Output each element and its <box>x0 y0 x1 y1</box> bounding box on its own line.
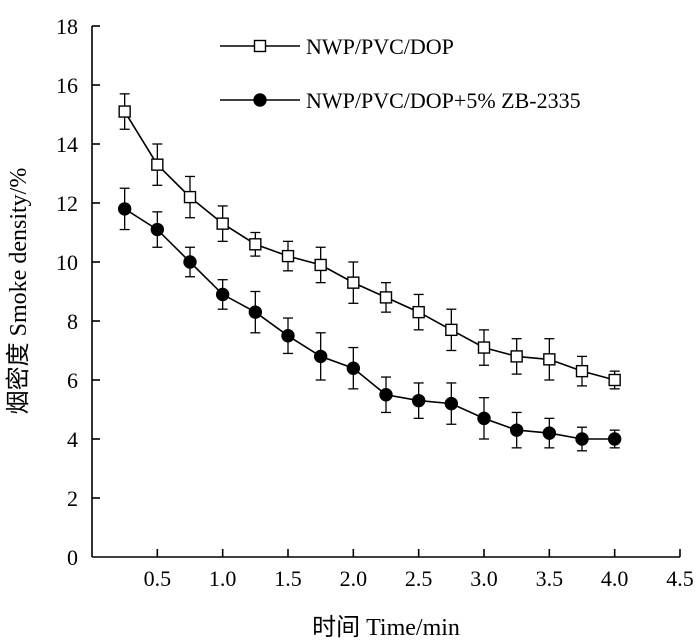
y-tick-label-10: 10 <box>56 250 78 275</box>
x-tick-label-2: 2.0 <box>340 566 368 591</box>
point-s2-10 <box>444 396 459 411</box>
point-s1-2 <box>183 190 197 204</box>
point-s1-9 <box>412 305 425 319</box>
point-s2-0 <box>117 202 132 216</box>
point-s1-4 <box>249 238 262 251</box>
legend: NWP/PVC/DOP NWP/PVC/DOP+5% ZB-2335 <box>220 34 581 113</box>
x-tick-label-3: 3.0 <box>470 566 498 591</box>
y-tick-label-4: 4 <box>67 427 78 452</box>
point-s2-15 <box>607 432 622 446</box>
series-2 <box>117 187 622 452</box>
x-tick-label-4: 4.0 <box>601 566 629 591</box>
legend-marker-series-1 <box>253 39 267 53</box>
point-s1-7 <box>347 276 360 289</box>
y-tick-label-2: 2 <box>67 486 78 511</box>
point-s2-5 <box>281 329 295 343</box>
point-s1-1 <box>151 158 164 171</box>
point-s1-6 <box>314 258 327 272</box>
point-s1-8 <box>379 291 393 304</box>
x-tick-label-0.5: 0.5 <box>144 566 172 591</box>
point-s2-1 <box>150 222 165 237</box>
point-s1-12 <box>510 350 523 363</box>
point-s2-13 <box>542 426 557 440</box>
point-s2-3 <box>215 287 230 302</box>
y-tick-label-18: 18 <box>56 14 78 39</box>
point-s2-7 <box>346 361 361 375</box>
point-s1-14 <box>575 364 589 378</box>
x-tick-label-1.5: 1.5 <box>274 566 302 591</box>
point-s1-13 <box>543 353 556 366</box>
point-s1-15 <box>608 373 621 387</box>
point-s2-9 <box>411 393 426 408</box>
y-tick-label-8: 8 <box>67 309 78 334</box>
series-1 <box>118 93 621 390</box>
x-tick-label-3.5: 3.5 <box>536 566 564 591</box>
point-s1-5 <box>281 249 295 263</box>
x-tick-label-2.5: 2.5 <box>405 566 433 591</box>
point-s2-4 <box>248 305 263 319</box>
y-tick-label-6: 6 <box>67 368 78 393</box>
series-layer <box>117 93 622 452</box>
point-s1-10 <box>445 323 458 337</box>
y-tick-label-16: 16 <box>56 73 78 98</box>
legend-label-series-2: NWP/PVC/DOP+5% ZB-2335 <box>306 88 581 113</box>
y-tick-label-12: 12 <box>56 191 78 216</box>
legend-marker-series-2 <box>253 93 267 107</box>
x-tick-label-4.5: 4.5 <box>666 566 694 591</box>
x-axis-title: 时间 Time/min <box>312 614 460 641</box>
y-tick-label-14: 14 <box>56 132 78 157</box>
point-s2-14 <box>575 432 589 446</box>
point-s2-11 <box>477 411 491 426</box>
y-tick-label-0: 0 <box>67 545 78 570</box>
point-s2-2 <box>183 255 197 269</box>
series-line-1 <box>124 111 615 381</box>
x-tick-label-1: 1.0 <box>209 566 237 591</box>
point-s1-3 <box>216 217 229 230</box>
x-ticks: 0.5 1.0 1.5 2.0 2.5 3.0 3.5 4.0 4.5 <box>144 549 694 591</box>
point-s1-0 <box>118 105 131 118</box>
point-s2-6 <box>313 349 328 364</box>
point-s1-11 <box>477 341 491 354</box>
y-ticks: 0 2 4 6 8 10 12 14 16 18 <box>56 14 100 570</box>
y-axis-title: 烟密度 Smoke density/% <box>5 168 32 415</box>
legend-label-series-1: NWP/PVC/DOP <box>306 34 454 59</box>
series-line-2 <box>124 208 615 440</box>
point-s2-12 <box>509 423 524 437</box>
point-s2-8 <box>379 388 393 402</box>
